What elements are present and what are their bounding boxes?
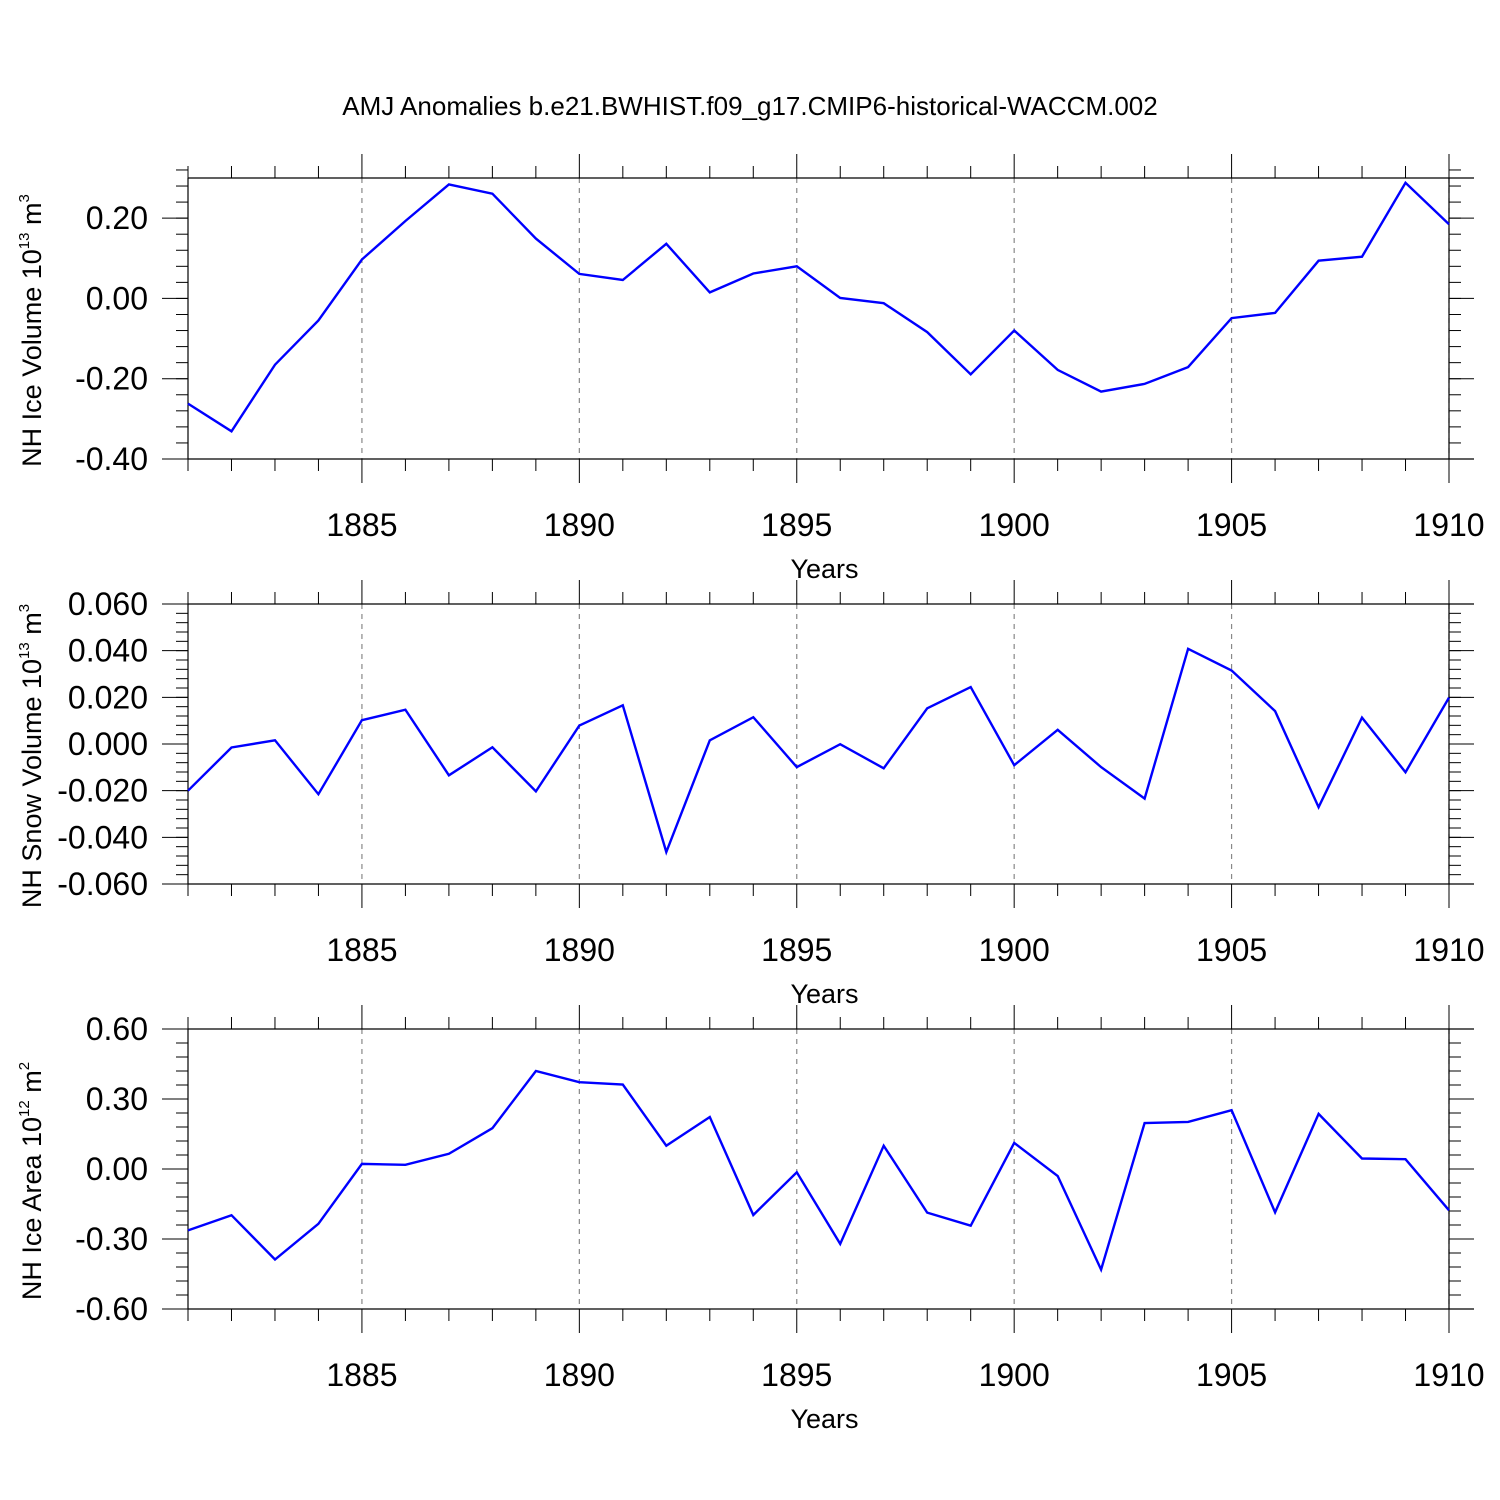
x-tick-label: 1895 — [761, 932, 832, 968]
x-tick-label: 1905 — [1196, 932, 1267, 968]
x-tick-label: 1910 — [1413, 932, 1484, 968]
x-tick-label: 1900 — [979, 932, 1050, 968]
x-tick-label: 1885 — [326, 1357, 397, 1393]
x-tick-label: 1890 — [544, 932, 615, 968]
y-tick-label: -0.60 — [75, 1291, 148, 1327]
x-tick-label: 1905 — [1196, 507, 1267, 543]
series-line — [187, 1069, 1450, 1273]
y-tick-label: 0.000 — [68, 726, 148, 762]
y-tick-label: -0.20 — [75, 361, 148, 397]
series-line — [187, 180, 1450, 433]
y-tick-label: -0.30 — [75, 1221, 148, 1257]
x-tick-label: 1910 — [1413, 507, 1484, 543]
y-tick-label: 0.00 — [86, 1151, 148, 1187]
x-axis-label: Years — [790, 1404, 858, 1434]
y-tick-label: 0.040 — [68, 633, 148, 669]
x-tick-label: 1890 — [544, 507, 615, 543]
panel-top: 1885 1890 1895 1900 1905 1910 Years -0.40 -0.20 0… — [16, 154, 1485, 584]
x-axis-label: Years — [790, 979, 858, 1009]
chart-title: AMJ Anomalies b.e21.BWHIST.f09_g17.CMIP6… — [342, 91, 1157, 121]
y-axis-label: NH Snow Volume 1013 m3 — [16, 604, 47, 908]
y-tick-label: -0.020 — [57, 773, 148, 809]
x-tick-label: 1885 — [326, 507, 397, 543]
y-tick-label: 0.20 — [86, 200, 148, 236]
y-axis-label: NH Ice Volume 1013 m3 — [16, 194, 47, 467]
y-tick-label: 0.30 — [86, 1081, 148, 1117]
y-tick-label: -0.060 — [57, 866, 148, 902]
x-tick-label: 1895 — [761, 507, 832, 543]
y-tick-label: 0.00 — [86, 280, 148, 316]
y-tick-label: -0.40 — [75, 441, 148, 477]
y-tick-label: -0.040 — [57, 819, 148, 855]
x-tick-label: 1885 — [326, 932, 397, 968]
x-axis-label: Years — [790, 554, 858, 584]
y-tick-label: 0.60 — [86, 1011, 148, 1047]
x-tick-label: 1890 — [544, 1357, 615, 1393]
series-line — [187, 647, 1451, 856]
y-tick-label: 0.020 — [68, 679, 148, 715]
panel-middle: 1885 1890 1895 1900 1905 1910 Years -0.060 -0.04… — [16, 580, 1485, 1009]
x-tick-label: 1895 — [761, 1357, 832, 1393]
panel-bottom: 1885 1890 1895 1900 1905 1910 Years -0.60 -0.30 0… — [16, 1005, 1485, 1434]
x-tick-label: 1905 — [1196, 1357, 1267, 1393]
x-tick-label: 1900 — [979, 507, 1050, 543]
x-tick-label: 1900 — [979, 1357, 1050, 1393]
y-tick-label: 0.060 — [68, 586, 148, 622]
x-tick-label: 1910 — [1413, 1357, 1484, 1393]
y-axis-label: NH Ice Area 1012 m2 — [16, 1062, 47, 1300]
